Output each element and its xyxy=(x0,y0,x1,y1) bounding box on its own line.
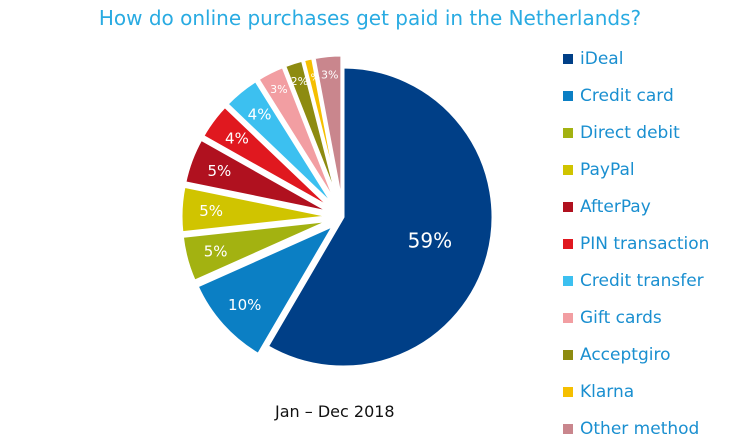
slice-other-method xyxy=(312,53,344,207)
legend-item-direct-debit: Direct debit xyxy=(563,114,709,151)
legend-swatch xyxy=(563,90,573,101)
slice-label-acceptgiro: 2% xyxy=(291,75,308,88)
legend-item-paypal: PayPal xyxy=(563,151,709,188)
legend-item-ideal: iDeal xyxy=(563,40,709,77)
legend-swatch xyxy=(563,423,573,434)
legend-item-credit-transfer: Credit transfer xyxy=(563,262,709,299)
legend-label: Other method xyxy=(580,418,700,439)
legend-label: Gift cards xyxy=(580,307,662,328)
legend-label: Klarna xyxy=(580,381,635,402)
legend-swatch xyxy=(563,238,573,249)
legend-swatch xyxy=(563,127,573,138)
legend-item-acceptgiro: Acceptgiro xyxy=(563,336,709,373)
legend-item-credit-card: Credit card xyxy=(563,77,709,114)
slice-label-afterpay: 5% xyxy=(207,162,231,180)
legend-swatch xyxy=(563,312,573,323)
chart-subtitle: Jan – Dec 2018 xyxy=(275,402,395,421)
legend-swatch xyxy=(563,349,573,360)
legend-item-other-method: Other method xyxy=(563,410,709,447)
slice-gift-cards xyxy=(256,65,340,208)
slice-label-other-method: 3% xyxy=(321,69,338,82)
slice-label-gift-cards: 3% xyxy=(270,83,287,96)
legend-swatch xyxy=(563,164,573,175)
legend-item-klarna: Klarna xyxy=(563,373,709,410)
slice-label-credit-card: 10% xyxy=(228,296,261,314)
legend-label: Direct debit xyxy=(580,122,680,143)
legend-swatch xyxy=(563,275,573,286)
slice-label-direct-debit: 5% xyxy=(204,242,228,260)
legend: iDeal Credit card Direct debit PayPal AfterP… xyxy=(563,40,709,447)
legend-label: AfterPay xyxy=(580,196,651,217)
chart-title: How do online purchases get paid in the … xyxy=(98,6,642,30)
legend-swatch xyxy=(563,201,573,212)
legend-label: Credit transfer xyxy=(580,270,704,291)
slice-direct-debit xyxy=(180,218,333,283)
slice-label-klarna: 1% xyxy=(304,72,320,83)
legend-swatch xyxy=(563,386,573,397)
legend-item-pin-transaction: PIN transaction xyxy=(563,225,709,262)
legend-label: PayPal xyxy=(580,159,635,180)
pie-chart: 59%10%5%5%5%4%4%3%2%1% 3% xyxy=(179,53,495,369)
slice-afterpay xyxy=(183,137,334,215)
slice-label-ideal: 59% xyxy=(408,229,452,253)
slice-ideal xyxy=(265,65,495,369)
slice-pin-transaction xyxy=(201,104,335,212)
legend-swatch xyxy=(563,53,573,64)
legend-label: iDeal xyxy=(580,48,624,69)
legend-item-gift-cards: Gift cards xyxy=(563,299,709,336)
slice-credit-card xyxy=(195,223,336,357)
legend-label: Credit card xyxy=(580,85,674,106)
slice-label-paypal: 5% xyxy=(199,202,223,220)
slice-credit-transfer xyxy=(225,79,337,210)
legend-label: Acceptgiro xyxy=(580,344,671,365)
slice-label-credit-transfer: 4% xyxy=(248,106,272,124)
legend-item-afterpay: AfterPay xyxy=(563,188,709,225)
slice-label-pin-transaction: 4% xyxy=(225,129,249,147)
slice-paypal xyxy=(179,184,333,235)
legend-label: PIN transaction xyxy=(580,233,710,254)
